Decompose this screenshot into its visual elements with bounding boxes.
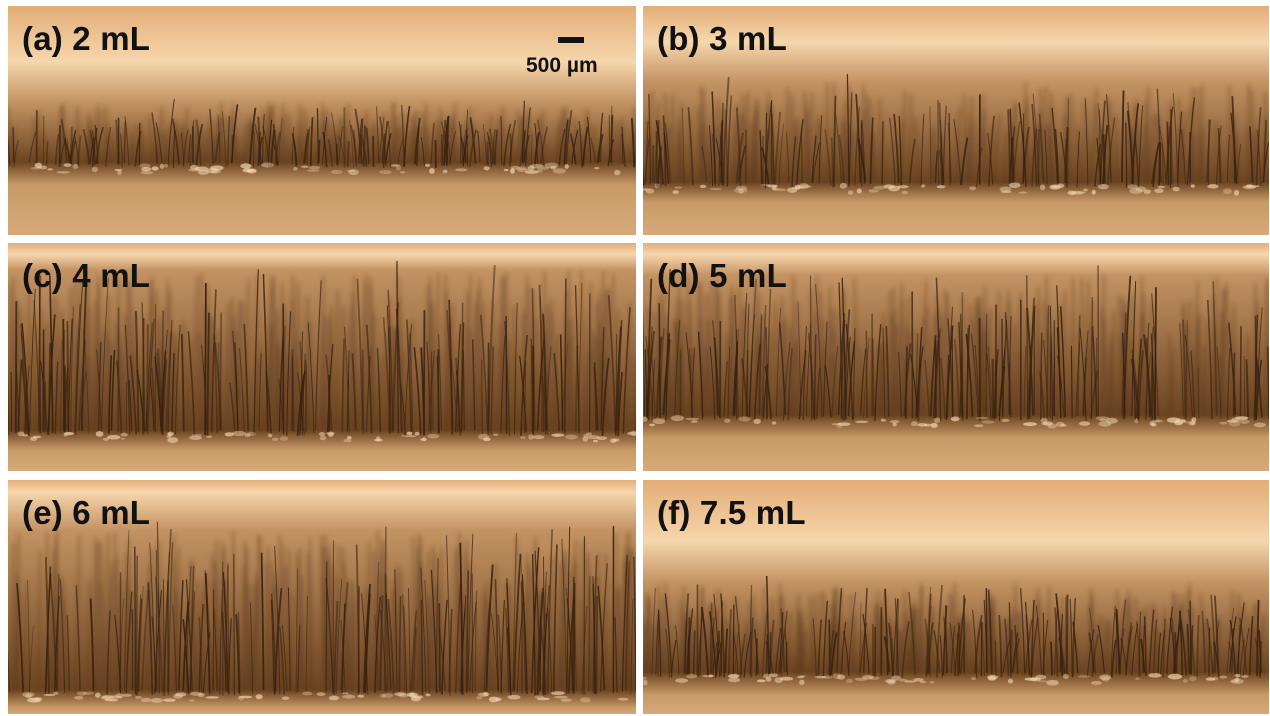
micrograph-image <box>8 480 636 714</box>
panel-a: (a) 2 mL 500 µm <box>8 6 636 235</box>
base-highlights <box>643 415 1266 429</box>
base-highlights <box>643 673 1249 686</box>
base-highlights <box>17 430 636 444</box>
base-highlights <box>22 691 629 704</box>
panel-b: (b) 3 mL <box>643 6 1269 235</box>
micrograph-image <box>643 243 1269 471</box>
base-highlights <box>643 182 1260 196</box>
micrograph-image <box>8 6 636 235</box>
panel-label: (a) 2 mL <box>22 20 151 57</box>
scale-bar-label: 500 µm <box>526 54 598 77</box>
panel-label: (d) 5 mL <box>657 257 787 294</box>
micrograph-image <box>8 243 636 471</box>
fibers <box>643 265 1269 422</box>
micrograph-image <box>643 480 1269 714</box>
fibers <box>8 261 636 437</box>
panel-label: (b) 3 mL <box>657 20 787 57</box>
fibers <box>8 521 636 696</box>
panel-label: (e) 6 mL <box>22 494 151 531</box>
fibers <box>8 98 636 168</box>
fiber-haze <box>644 82 1269 183</box>
panel-label: (c) 4 mL <box>22 257 151 294</box>
scale-bar <box>558 37 584 43</box>
base-highlights <box>30 162 621 176</box>
panel-e: (e) 6 mL <box>8 480 636 714</box>
fibers <box>643 74 1269 188</box>
panel-f: (f) 7.5 mL <box>643 480 1269 714</box>
fiber-haze <box>643 582 1266 673</box>
panel-label: (f) 7.5 mL <box>657 494 806 531</box>
panel-d: (d) 5 mL <box>643 243 1269 471</box>
panel-c: (c) 4 mL <box>8 243 636 471</box>
fibers <box>651 575 1262 678</box>
micrograph-image <box>643 6 1269 235</box>
